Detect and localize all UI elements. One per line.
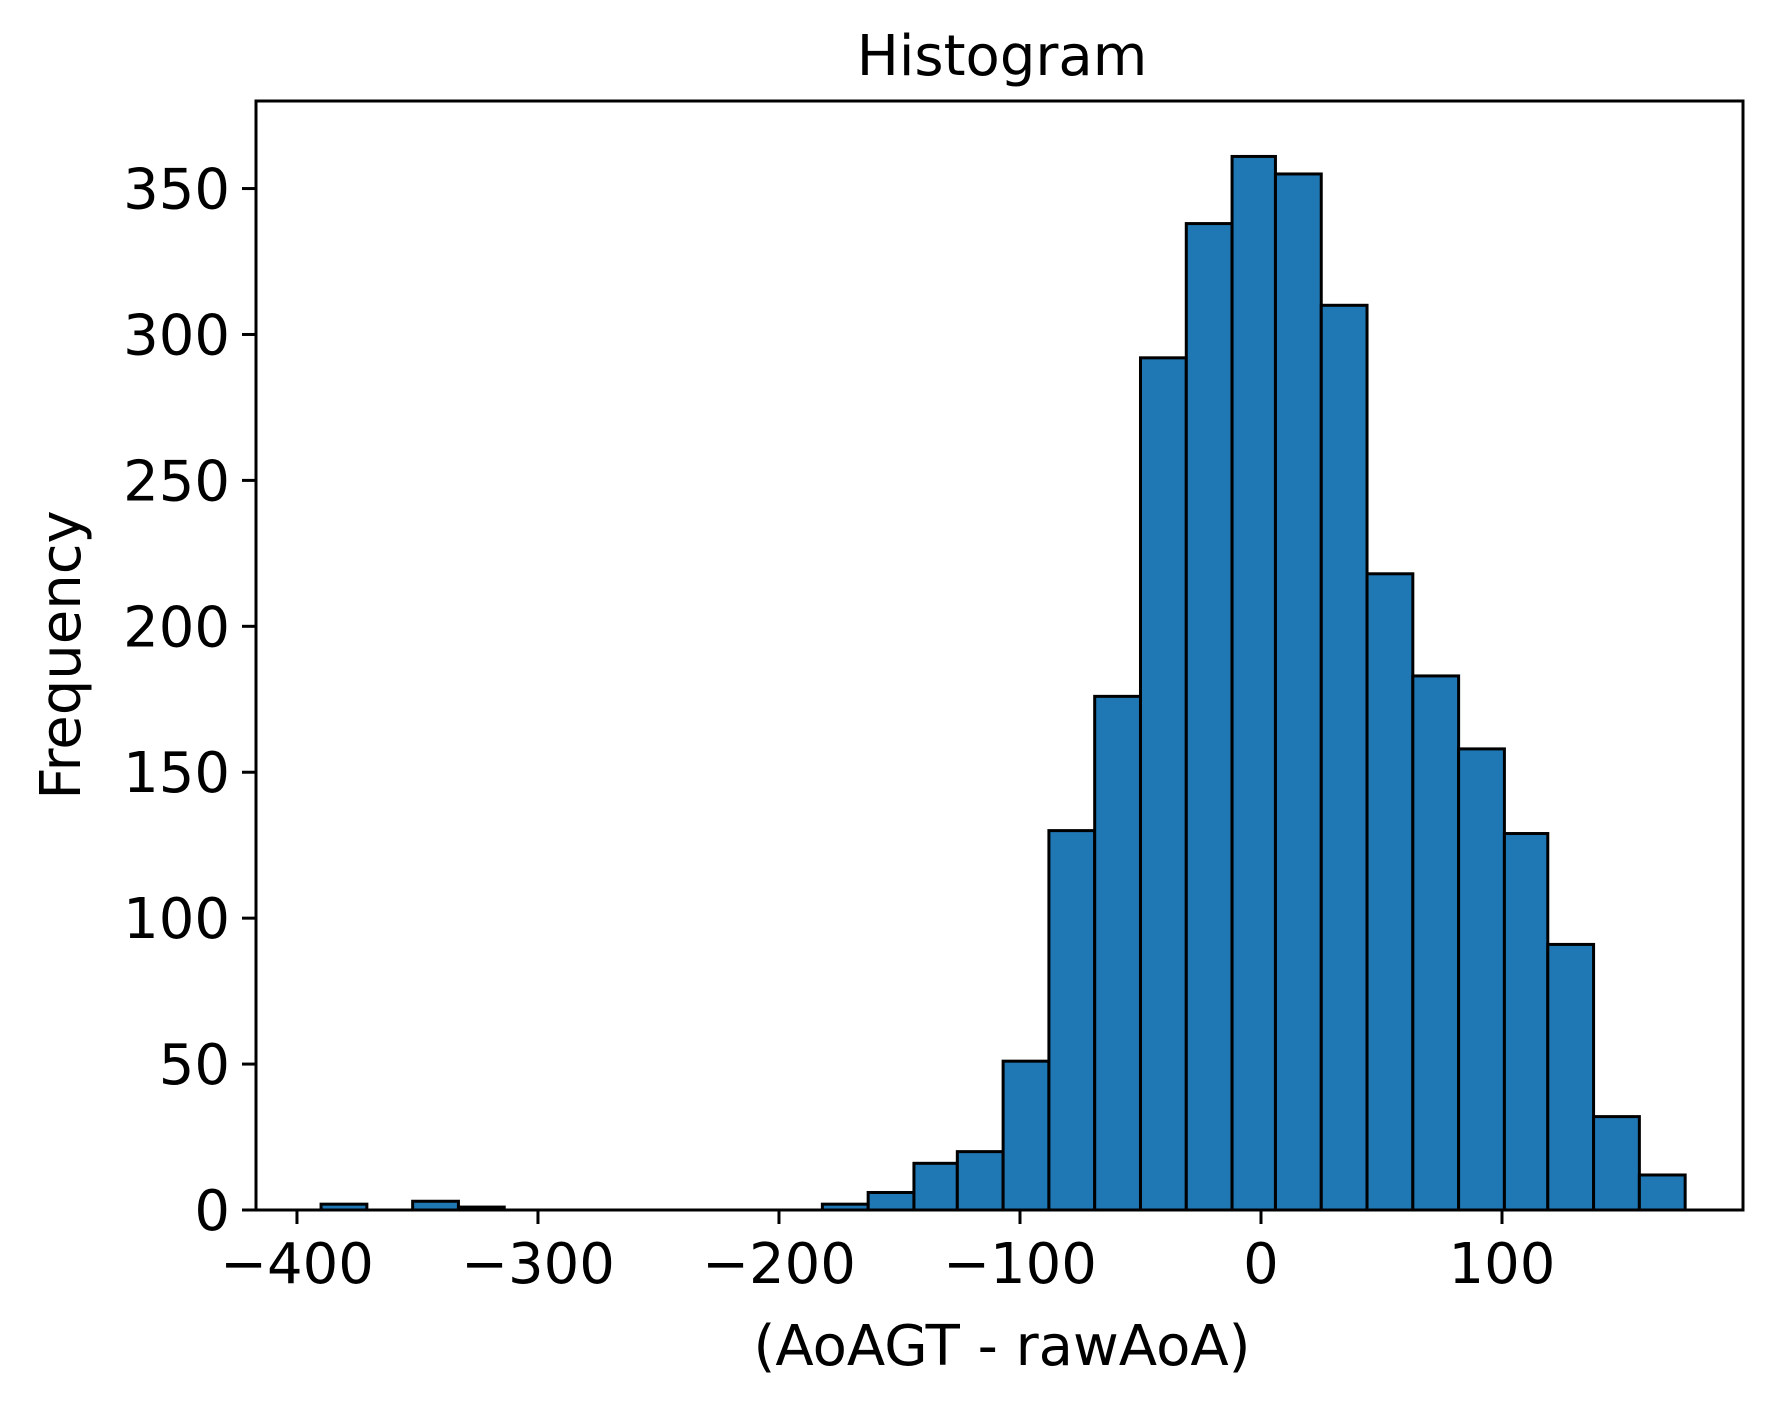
- y-tick-label-0: 0: [194, 1179, 230, 1244]
- histogram-bar-19: [1184, 222, 1234, 1212]
- y-tick-label-3: 150: [123, 741, 230, 806]
- histogram-bar-29: [1637, 1173, 1687, 1212]
- y-axis-ticks: 0 50 100 150 200 250 300 350: [123, 158, 256, 1244]
- histogram-bar-21: [1273, 172, 1323, 1212]
- histogram-bar-27: [1546, 942, 1596, 1212]
- histogram-bar-13: [912, 1161, 959, 1212]
- histogram-bar-20: [1230, 154, 1277, 1212]
- histogram-bar-15: [1001, 1059, 1051, 1212]
- y-tick-label-7: 350: [123, 158, 230, 223]
- histogram-bar-18: [1138, 356, 1188, 1212]
- x-axis-label: (AoAGT - rawAoA): [753, 1314, 1250, 1379]
- x-tick-label-1: −300: [461, 1232, 615, 1297]
- histogram-bar-24: [1411, 674, 1461, 1212]
- y-tick-label-5: 250: [123, 449, 230, 514]
- x-axis-ticks: −400 −300 −200 −100 0 100: [220, 1210, 1555, 1297]
- y-tick-label-2: 100: [123, 887, 230, 952]
- y-axis-label: Frequency: [29, 510, 94, 799]
- y-tick-label-6: 300: [123, 303, 230, 368]
- histogram-bar-28: [1592, 1115, 1641, 1212]
- histogram-bar-22: [1319, 303, 1369, 1212]
- histogram-bars: [319, 154, 1687, 1212]
- x-tick-label-2: −200: [702, 1232, 856, 1297]
- y-tick-label-4: 200: [123, 595, 230, 660]
- histogram-bar-26: [1502, 832, 1550, 1212]
- x-tick-label-5: 100: [1449, 1232, 1556, 1297]
- histogram-bar-23: [1365, 572, 1415, 1212]
- histogram-bar-17: [1093, 694, 1142, 1212]
- histogram-bar-25: [1457, 747, 1506, 1212]
- histogram-bar-12: [866, 1190, 916, 1212]
- histogram-bar-14: [955, 1150, 1005, 1212]
- x-tick-label-0: −400: [220, 1232, 374, 1297]
- histogram-bar-16: [1047, 829, 1097, 1212]
- x-tick-label-4: 0: [1243, 1232, 1279, 1297]
- x-tick-label-3: −100: [943, 1232, 1097, 1297]
- y-tick-label-1: 50: [159, 1033, 230, 1098]
- plot-frame: [254, 99, 1745, 1212]
- chart-title: Histogram: [857, 24, 1148, 89]
